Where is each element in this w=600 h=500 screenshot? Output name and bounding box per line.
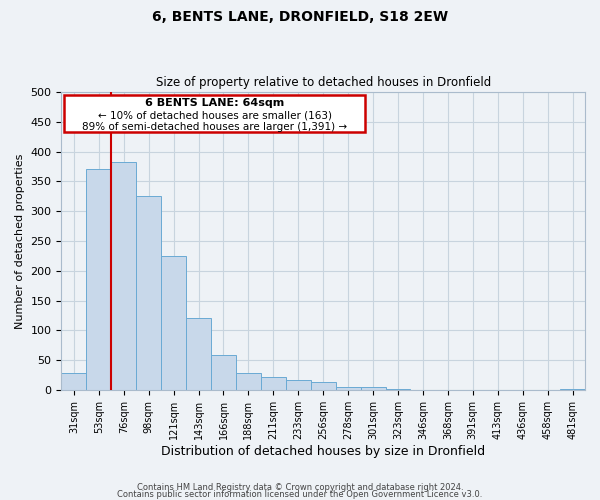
Bar (211, 356, 236, 390)
Bar (161, 256, 186, 390)
Bar (61, 373, 86, 390)
Bar (186, 318, 211, 390)
Bar (86, 170, 111, 390)
Title: Size of property relative to detached houses in Dronfield: Size of property relative to detached ho… (155, 76, 491, 90)
Text: 6 BENTS LANE: 64sqm: 6 BENTS LANE: 64sqm (145, 98, 284, 108)
Y-axis label: Number of detached properties: Number of detached properties (15, 154, 25, 328)
Text: Contains public sector information licensed under the Open Government Licence v3: Contains public sector information licen… (118, 490, 482, 499)
Bar (286, 380, 311, 390)
Bar (111, 162, 136, 390)
FancyBboxPatch shape (64, 95, 365, 132)
Text: ← 10% of detached houses are smaller (163): ← 10% of detached houses are smaller (16… (98, 110, 332, 120)
Bar (236, 373, 261, 390)
Bar (335, 387, 361, 390)
Text: Contains HM Land Registry data © Crown copyright and database right 2024.: Contains HM Land Registry data © Crown c… (137, 484, 463, 492)
Bar (361, 388, 386, 390)
X-axis label: Distribution of detached houses by size in Dronfield: Distribution of detached houses by size … (161, 444, 485, 458)
Bar (311, 382, 335, 390)
Text: 6, BENTS LANE, DRONFIELD, S18 2EW: 6, BENTS LANE, DRONFIELD, S18 2EW (152, 10, 448, 24)
Bar (136, 196, 161, 390)
Bar (261, 376, 286, 390)
Text: 89% of semi-detached houses are larger (1,391) →: 89% of semi-detached houses are larger (… (82, 122, 347, 132)
Bar (560, 388, 585, 390)
